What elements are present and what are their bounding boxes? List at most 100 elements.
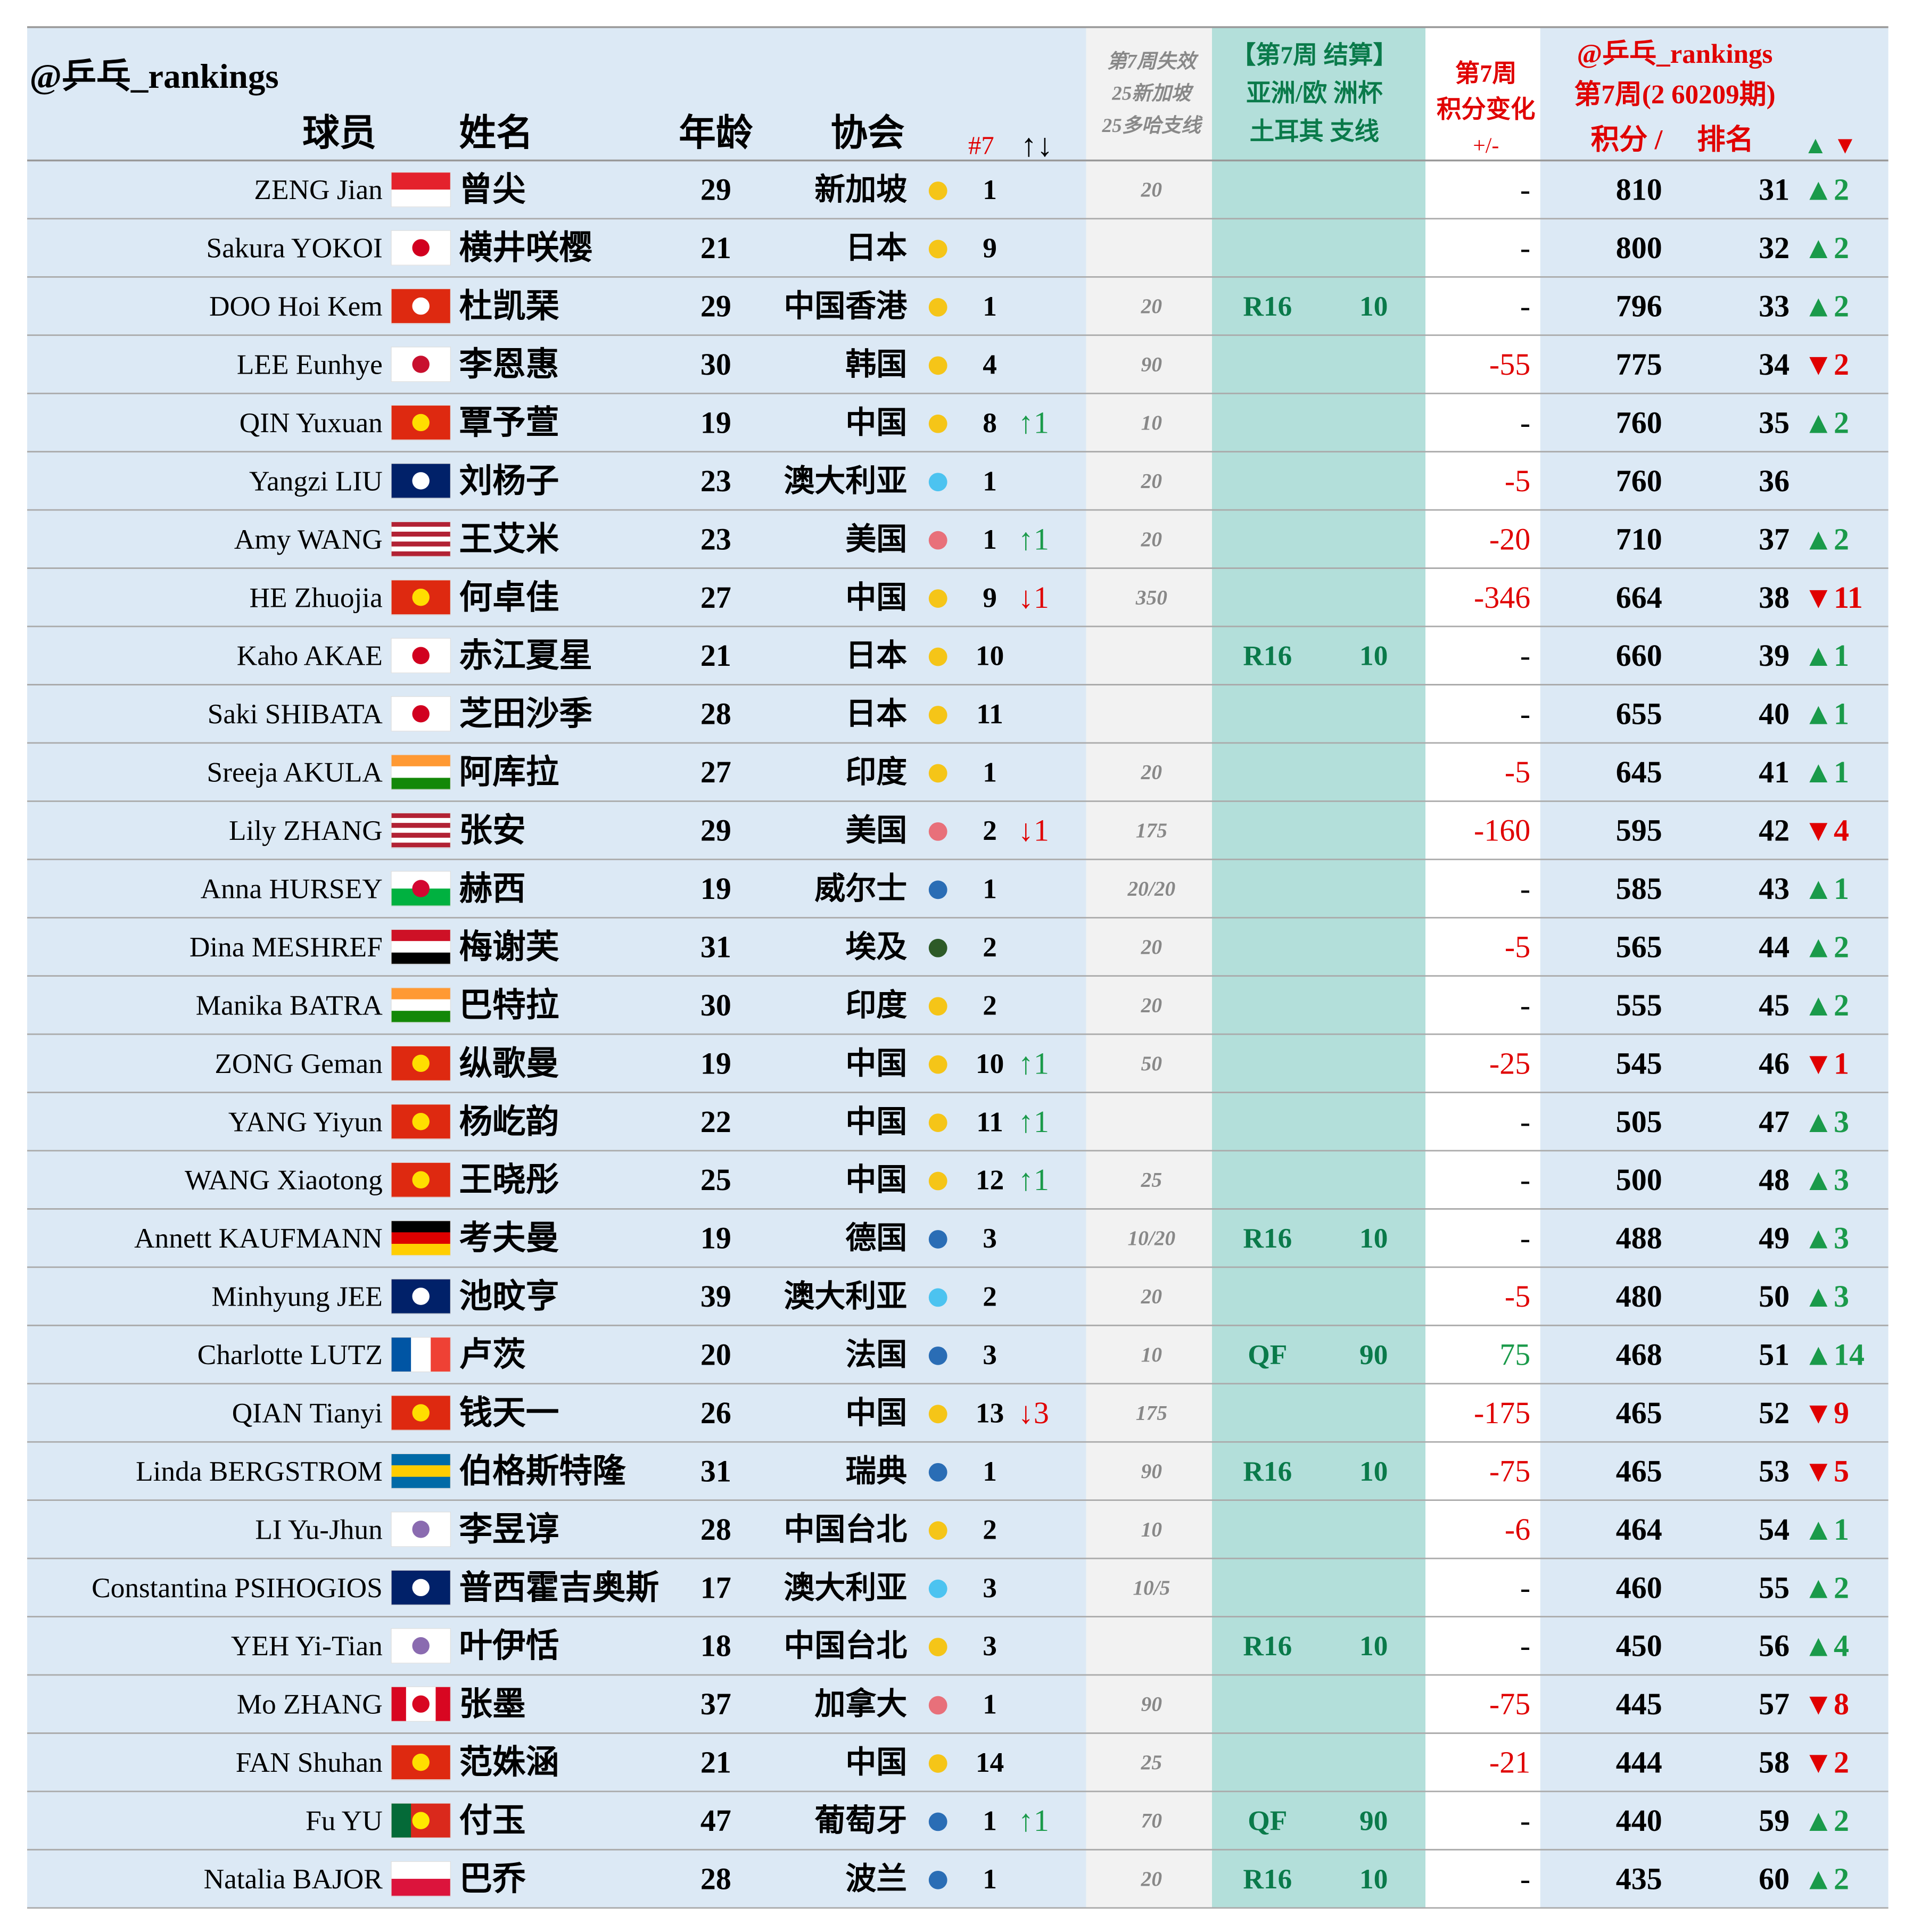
assoc-dot: [928, 1579, 947, 1598]
assoc-dot: [928, 1055, 947, 1074]
lost-points: 20: [1141, 761, 1162, 784]
points-change: -75: [1489, 1687, 1530, 1721]
points: 445: [1616, 1687, 1662, 1721]
association: 瑞典: [845, 1454, 907, 1488]
flag-emblem: [412, 880, 430, 897]
cn-name: 卢茨: [459, 1336, 526, 1373]
rank: 39: [1759, 638, 1790, 673]
age: 28: [700, 1862, 731, 1896]
rank: 44: [1759, 929, 1790, 964]
age: 20: [700, 1337, 731, 1372]
points: 488: [1616, 1221, 1662, 1256]
cup-title: 土耳其 支线: [1250, 118, 1379, 146]
week-rank: 1: [983, 174, 997, 205]
lost-points: 10: [1141, 1343, 1162, 1366]
flag-stripe: [391, 843, 451, 848]
lost-points: 25: [1141, 1751, 1162, 1774]
age: 25: [700, 1162, 731, 1197]
flag-stripe: [391, 536, 451, 542]
lost-title: 第7周失效: [1107, 51, 1199, 72]
cup-round: R16: [1243, 640, 1292, 672]
flag-emblem: [412, 472, 430, 490]
age: 19: [700, 871, 731, 906]
player-name: LI Yu-Jhun: [255, 1513, 382, 1545]
points-change: -: [1520, 405, 1530, 440]
rank: 36: [1759, 464, 1790, 498]
rank-delta: ▼11: [1803, 580, 1863, 615]
week-rank: 2: [983, 989, 997, 1021]
cn-name: 伯格斯特隆: [459, 1452, 626, 1490]
age: 17: [700, 1570, 731, 1605]
flag-emblem: [412, 1521, 430, 1538]
flag-stripe: [391, 1465, 451, 1477]
points-change: -: [1520, 230, 1530, 265]
flag-border: [391, 1861, 451, 1897]
rank-delta: ▲4: [1803, 1629, 1849, 1663]
cup-round: R16: [1243, 1222, 1292, 1254]
points: 710: [1616, 522, 1662, 556]
player-name: Constantina PSIHOGIOS: [92, 1572, 383, 1604]
age: 26: [700, 1396, 731, 1430]
delta-up: ▲: [1803, 132, 1828, 159]
points-label: 积分 /: [1591, 123, 1663, 155]
player-name: YEH Yi-Tian: [231, 1630, 383, 1662]
week-rank: 1: [983, 1688, 997, 1720]
week-move: ↓3: [1018, 1396, 1049, 1430]
flag: [391, 1686, 451, 1722]
rank-col-bg: [1540, 27, 1889, 1908]
association: 韩国: [845, 347, 907, 382]
assoc-dot: [928, 880, 947, 899]
age: 19: [700, 405, 731, 440]
assoc-dot: [928, 1870, 947, 1889]
cup-title: 亚洲/欧 洲杯: [1246, 80, 1383, 108]
flag-border: [391, 929, 451, 964]
age: 29: [700, 813, 731, 848]
flag-stripe: [391, 837, 451, 843]
flag-border: [391, 871, 451, 906]
week-rank: 3: [983, 1572, 997, 1604]
rank-delta: ▲1: [1803, 871, 1849, 906]
points: 440: [1616, 1803, 1662, 1838]
rank: 53: [1759, 1454, 1790, 1488]
assoc-dot: [928, 1812, 947, 1831]
age: 27: [700, 755, 731, 789]
lost-points: 20: [1141, 993, 1162, 1017]
points: 435: [1616, 1862, 1662, 1896]
points-change: -55: [1489, 347, 1530, 382]
flag-emblem: [412, 239, 430, 257]
rank: 41: [1759, 755, 1790, 789]
flag-emblem: [412, 1695, 430, 1713]
rank-label: 排名: [1697, 123, 1754, 155]
flag-stripe: [391, 1803, 411, 1838]
player-name: Sreeja AKULA: [207, 756, 383, 788]
lost-points: 20: [1141, 1285, 1162, 1308]
points: 664: [1616, 580, 1662, 615]
flag-stripe: [391, 1337, 411, 1372]
points: 468: [1616, 1337, 1662, 1372]
flag-emblem: [412, 1171, 430, 1188]
flag-emblem: [412, 1812, 430, 1829]
player-name: Minhyung JEE: [211, 1281, 382, 1312]
age: 29: [700, 172, 731, 207]
flag-emblem: [412, 414, 430, 432]
points-change: -: [1520, 638, 1530, 673]
rank: 57: [1759, 1687, 1790, 1721]
lost-title: 25多哈支线: [1102, 115, 1203, 137]
rank: 35: [1759, 405, 1790, 440]
week-rank: 8: [983, 407, 997, 439]
points-change: -25: [1489, 1046, 1530, 1080]
association: 澳大利亚: [784, 1279, 907, 1314]
lost-points: 90: [1141, 1459, 1162, 1483]
cn-name: 王艾米: [459, 521, 559, 558]
flag: [391, 813, 451, 848]
cup-points: 90: [1359, 1339, 1388, 1370]
points: 645: [1616, 755, 1662, 789]
assoc-dot: [928, 181, 947, 200]
association: 中国: [845, 1162, 907, 1197]
lost-points: 10/5: [1133, 1576, 1170, 1599]
points-change: -: [1520, 1803, 1530, 1838]
cup-round: R16: [1243, 1863, 1292, 1895]
rank-delta: ▲2: [1803, 405, 1849, 440]
association: 日本: [845, 638, 907, 673]
flag: [391, 521, 451, 557]
